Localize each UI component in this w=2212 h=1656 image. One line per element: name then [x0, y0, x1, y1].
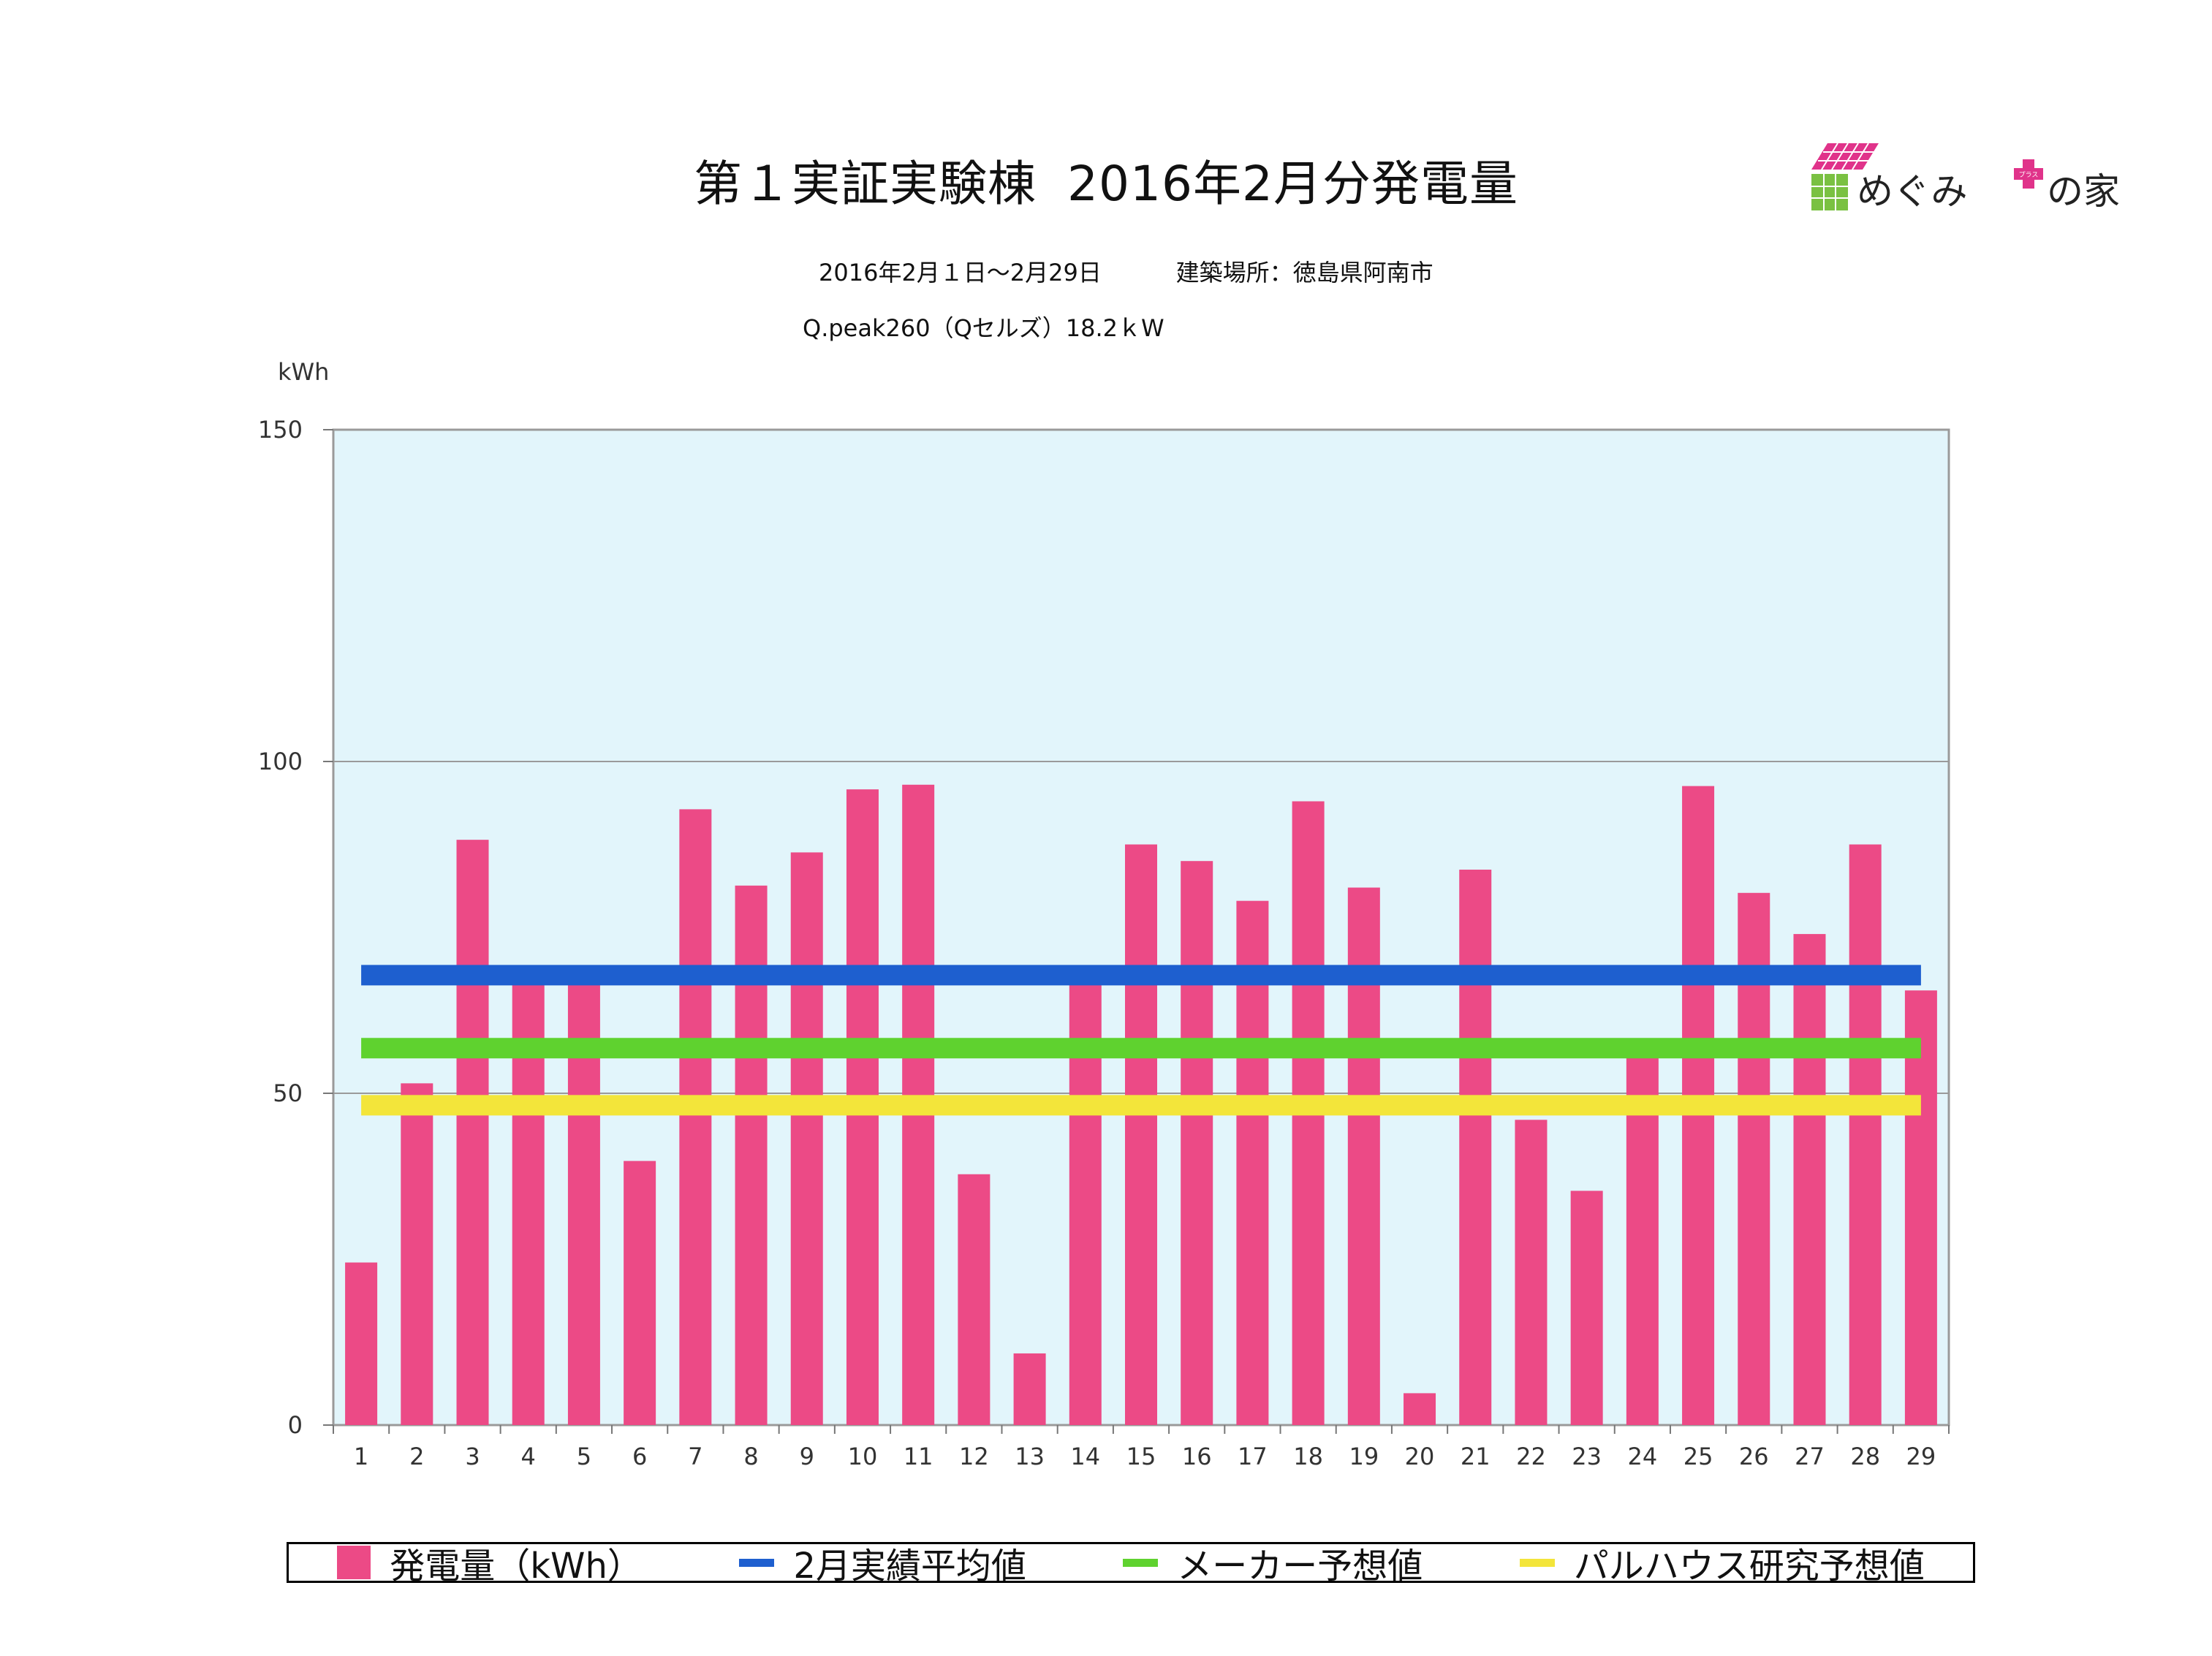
bar — [679, 809, 712, 1425]
x-tick-label: 12 — [959, 1443, 989, 1470]
x-tick-label: 13 — [1015, 1443, 1045, 1470]
house-icon — [1811, 143, 1879, 210]
x-tick-label: 3 — [465, 1443, 480, 1470]
logo-suffix: の家 — [2047, 170, 2120, 213]
x-tick-label: 27 — [1795, 1443, 1825, 1470]
y-unit-label: kWh — [278, 358, 330, 386]
x-tick-label: 22 — [1516, 1443, 1546, 1470]
legend: 発電量（kWh） 2月実績平均値 メーカー予想値 パルハウス研究予想値 — [287, 1542, 1975, 1587]
bar — [1515, 1120, 1548, 1425]
title-building: 第１実証実験棟 — [694, 156, 1037, 212]
megumi-logo: プラス — [1811, 143, 2043, 210]
legend-label-palhouse: パルハウス研究予想値 — [1573, 1546, 1925, 1587]
legend-swatch-generation — [337, 1546, 371, 1579]
x-tick-label: 25 — [1683, 1443, 1713, 1470]
bar — [1904, 990, 1937, 1425]
x-tick-label: 8 — [743, 1443, 758, 1470]
legend-label-average: 2月実績平均値 — [793, 1546, 1026, 1587]
y-tick-label: 100 — [258, 748, 303, 775]
x-tick-label: 24 — [1628, 1443, 1658, 1470]
system-text: Q.peak260（Qセルズ）18.2ｋW — [803, 314, 1164, 342]
x-tick-label: 17 — [1238, 1443, 1268, 1470]
bar — [624, 1161, 656, 1425]
bar — [1236, 900, 1269, 1425]
x-tick-label: 20 — [1405, 1443, 1435, 1470]
legend-label-maker: メーカー予想値 — [1177, 1546, 1423, 1587]
bar — [345, 1262, 378, 1425]
x-tick-label: 4 — [521, 1443, 536, 1470]
legend-swatch-palhouse — [1519, 1558, 1555, 1567]
bar — [958, 1174, 991, 1425]
x-tick-label: 6 — [632, 1443, 647, 1470]
y-tick-label: 50 — [273, 1079, 303, 1107]
x-tick-label: 2 — [409, 1443, 424, 1470]
x-tick-label: 18 — [1293, 1443, 1323, 1470]
title-period: 2016年2月分発電量 — [1067, 156, 1518, 212]
legend-label-generation: 発電量（kWh） — [390, 1546, 643, 1587]
plus-icon — [2014, 159, 2043, 189]
x-tick-label: 15 — [1126, 1443, 1156, 1470]
x-tick-label: 19 — [1349, 1443, 1379, 1470]
legend-swatch-average — [739, 1558, 775, 1567]
bar — [1459, 870, 1492, 1425]
bar — [790, 852, 823, 1425]
x-tick-label: 21 — [1461, 1443, 1491, 1470]
x-tick-label: 11 — [904, 1443, 933, 1470]
bar — [1849, 844, 1882, 1425]
x-tick-label: 29 — [1906, 1443, 1936, 1470]
bar — [401, 1083, 433, 1425]
bar — [1570, 1190, 1603, 1425]
bar — [1125, 844, 1157, 1425]
x-tick-label: 16 — [1182, 1443, 1212, 1470]
x-tick-label: 23 — [1572, 1443, 1602, 1470]
logo-text: めぐみ — [1857, 170, 1968, 213]
legend-item-generation: 発電量（kWh） — [337, 1537, 643, 1588]
x-tick-label: 14 — [1070, 1443, 1100, 1470]
bar — [456, 840, 489, 1425]
plus-badge-text: プラス — [2019, 171, 2039, 179]
legend-item-maker: メーカー予想値 — [1123, 1537, 1423, 1588]
x-tick-label: 9 — [800, 1443, 814, 1470]
legend-item-average: 2月実績平均値 — [739, 1537, 1026, 1588]
location-text: 建築場所：徳島県阿南市 — [1175, 259, 1433, 286]
bar — [1013, 1353, 1046, 1425]
bar — [1793, 934, 1826, 1425]
x-tick-label: 10 — [848, 1443, 878, 1470]
legend-item-palhouse: パルハウス研究予想値 — [1519, 1537, 1925, 1588]
y-tick-label: 150 — [258, 416, 303, 444]
bar — [1404, 1393, 1436, 1425]
x-tick-label: 1 — [354, 1443, 368, 1470]
x-tick-label: 7 — [688, 1443, 702, 1470]
subtitle-row: 2016年2月１日〜2月29日 建築場所：徳島県阿南市 — [819, 254, 1433, 288]
x-tick-label: 5 — [577, 1443, 591, 1470]
x-tick-label: 28 — [1850, 1443, 1880, 1470]
chart-title: 第１実証実験棟 2016年2月分発電量 — [0, 145, 2212, 215]
legend-swatch-maker — [1123, 1558, 1159, 1567]
period-text: 2016年2月１日〜2月29日 — [819, 259, 1102, 286]
bar — [1181, 861, 1213, 1425]
y-tick-label: 0 — [288, 1411, 303, 1439]
x-tick-label: 26 — [1739, 1443, 1769, 1470]
